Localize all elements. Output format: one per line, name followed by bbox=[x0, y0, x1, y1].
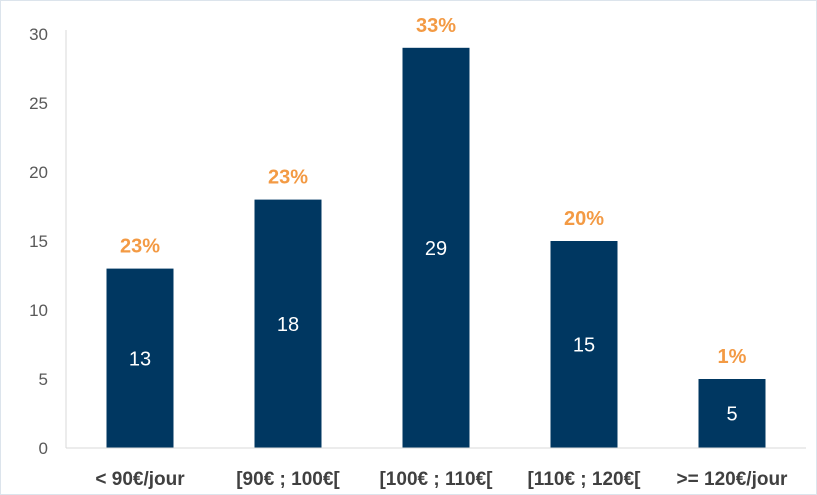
bar-percent-label: 20% bbox=[564, 208, 604, 230]
y-tick-label: 0 bbox=[39, 439, 48, 458]
bar bbox=[106, 268, 174, 448]
y-tick-label: 20 bbox=[29, 163, 48, 182]
y-tick-label: 5 bbox=[39, 370, 48, 389]
bar-percent-label: 23% bbox=[268, 167, 308, 189]
x-tick-label: [90€ ; 100€[ bbox=[236, 469, 340, 490]
bar-value-label: 13 bbox=[129, 348, 151, 370]
x-tick-label: [100€ ; 110€[ bbox=[379, 469, 493, 490]
bars: 13 23% 18 23% 29 33% 15 20% 5 1% bbox=[106, 15, 766, 449]
y-axis: 0 5 10 15 20 25 30 bbox=[29, 25, 67, 458]
bar-value-label: 18 bbox=[277, 314, 299, 336]
bar-percent-label: 1% bbox=[718, 346, 747, 368]
bar-percent-label: 33% bbox=[416, 15, 456, 37]
bar-value-label: 15 bbox=[573, 335, 595, 357]
bar-percent-label: 23% bbox=[120, 236, 160, 258]
y-tick-label: 15 bbox=[29, 232, 48, 251]
y-tick-label: 25 bbox=[29, 94, 48, 113]
x-tick-label: >= 120€/jour bbox=[677, 469, 789, 490]
bar bbox=[550, 241, 618, 448]
bar bbox=[254, 199, 322, 448]
bar bbox=[698, 379, 766, 448]
y-tick-label: 10 bbox=[29, 301, 48, 320]
x-tick-label: < 90€/jour bbox=[95, 469, 185, 490]
y-tick-label: 30 bbox=[29, 25, 48, 44]
bar-value-label: 5 bbox=[726, 404, 737, 426]
x-axis: < 90€/jour [90€ ; 100€[ [100€ ; 110€[ [110€… bbox=[66, 447, 806, 490]
bar-value-label: 29 bbox=[425, 238, 447, 260]
x-tick-label: [110€ ; 120€[ bbox=[527, 469, 641, 490]
bar bbox=[402, 47, 470, 449]
